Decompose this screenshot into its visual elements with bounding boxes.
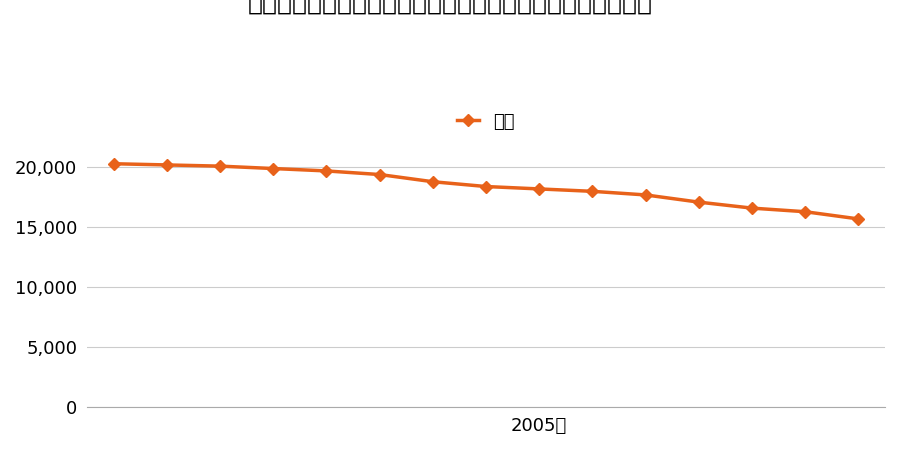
価格 [161,162,172,168]
価格 [640,192,651,198]
価格 [853,216,864,221]
価格 [108,161,119,166]
価格 [587,189,598,194]
価格 [428,179,438,184]
Line: 価格: 価格 [110,160,862,223]
価格 [481,184,491,189]
価格 [534,186,544,192]
価格 [268,166,279,171]
価格 [747,206,758,211]
価格 [693,199,704,205]
価格 [800,209,811,215]
価格 [215,163,226,169]
Legend: 価格: 価格 [450,105,522,139]
価格 [374,172,385,177]
Text: 福島県双葉郡楢葉町大字下小塙字久保田５４番１の地価推移: 福島県双葉郡楢葉町大字下小塙字久保田５４番１の地価推移 [248,0,652,15]
価格 [321,168,332,174]
